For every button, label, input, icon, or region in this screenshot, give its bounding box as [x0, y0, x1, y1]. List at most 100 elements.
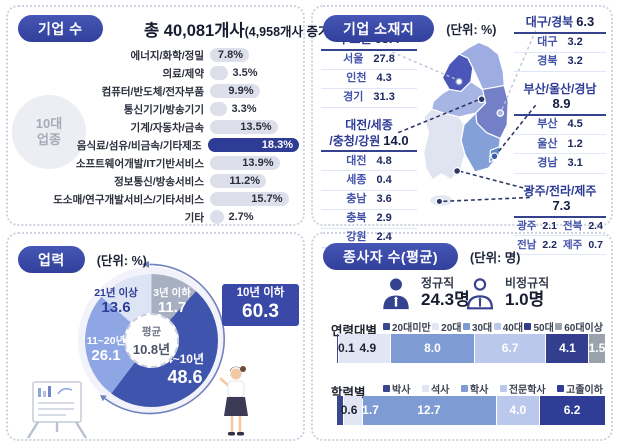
region-row: 충북 2.9	[321, 210, 417, 229]
industry-label: 도소매/연구개발서비스/기타서비스	[53, 193, 204, 206]
legend-item: 30대	[462, 319, 492, 334]
legend-item: 50대	[524, 319, 554, 334]
industry-value: 11.2%	[229, 175, 260, 187]
regular-value: 24.3명	[421, 290, 470, 310]
circle-line-2: 업종	[37, 132, 61, 147]
industry-row: 소프트웨어개발/IT기반서비스 13.9%	[14, 154, 299, 172]
leader-line-gwangju	[458, 170, 530, 191]
company-total-title: 총 40,081개사(4,958개사 증가)	[144, 17, 334, 41]
region-group: 대구/경북 6.3 대구 3.2 경북 3.2	[514, 14, 606, 72]
stat-regular-workers: 정규직 24.3명	[379, 276, 470, 311]
map-dot-gwangju	[453, 167, 462, 175]
person-filled-icon	[383, 278, 409, 310]
legend-item: 고졸이하	[557, 381, 603, 396]
industry-value: 13.5%	[240, 121, 272, 133]
industry-row: 기계/자동차/금속 13.5%	[14, 118, 299, 136]
industry-value: 7.8%	[217, 49, 243, 61]
industry-value: 15.7%	[251, 193, 283, 205]
regular-label: 정규직	[421, 276, 455, 290]
region-group-header: 부산/울산/경남 8.9	[514, 82, 606, 116]
pie-center-average: 평균 10.8년	[124, 313, 179, 368]
presenter-illustration	[219, 366, 248, 436]
industry-label: 컴퓨터/반도체/전자부품	[101, 85, 204, 98]
nonregular-label: 비정규직	[505, 276, 550, 290]
region-group: 대전/세종/충청/강원 14.0 대전 4.8 세종 0.4 충남 3.6 충북 2.9 강원 2.4	[321, 118, 417, 249]
industry-value: 9.9%	[228, 85, 254, 97]
map-region-gangwon	[458, 41, 505, 91]
industry-label: 정보통신/방송서비스	[114, 175, 204, 188]
industry-row: 의료/제약 3.5%	[14, 64, 299, 82]
age-unit: (단위: %)	[96, 254, 147, 268]
legend-swatch	[462, 323, 470, 330]
nonregular-value: 1.0명	[505, 290, 545, 310]
industry-row: 에너지/화학/정밀 7.8%	[14, 46, 299, 64]
legend-swatch	[383, 323, 390, 330]
industry-bar: 7.8%	[210, 48, 249, 62]
industry-label: 에너지/화학/정밀	[130, 49, 204, 62]
legend-swatch	[383, 385, 390, 392]
map-region-jeolla	[423, 108, 466, 181]
industry-label: 의료/제약	[162, 67, 204, 80]
map-dot-daegu	[496, 109, 505, 117]
map-dot-chungcheong	[477, 95, 486, 104]
industry-bar	[210, 102, 227, 116]
industry-row: 정보통신/방송서비스 11.2%	[14, 172, 299, 190]
legend-item: 20대미만	[383, 319, 431, 334]
region-row: 부산 4.5	[514, 116, 606, 136]
leader-line-chungcheong	[397, 98, 480, 134]
legend-swatch	[493, 323, 501, 330]
leader-line-jeju	[441, 196, 530, 203]
company-count-badge: 기업 수	[18, 15, 103, 42]
industry-row: 통신기기/방송기기 3.3%	[14, 100, 299, 118]
industry-row: 기타 2.7%	[14, 208, 299, 226]
bar-segment	[545, 334, 589, 363]
pie-label-over21: 21년 이상 13.6	[94, 287, 138, 317]
industry-value: 13.9%	[242, 157, 274, 169]
location-badge: 기업 소재지	[323, 15, 435, 42]
panel-company-count: 기업 수 총 40,081개사(4,958개사 증가) 10대 업종 에너지/화…	[6, 5, 334, 226]
region-group: 광주/전라/제주 7.3 광주 2.1 전북 2.4 전남 2.2 제주 0.7	[514, 184, 606, 255]
company-total-value: 총 40,081개사	[144, 22, 245, 40]
industry-row: 컴퓨터/반도체/전자부품 9.9%	[14, 82, 299, 100]
bar-segment	[540, 396, 606, 425]
region-row: 경북 3.2	[514, 53, 606, 72]
industry-value: 3.3%	[231, 103, 257, 115]
region-row: 대구 3.2	[514, 34, 606, 53]
region-group-header: 광주/전라/제주 7.3	[514, 184, 606, 218]
legend-swatch	[460, 385, 468, 392]
location-right-column: 대구/경북 6.3 대구 3.2 경북 3.2 부산/울산/경남 8.9 부산 4.5 울산 1.2 경…	[514, 14, 606, 265]
region-group-header: 대구/경북 6.3	[514, 14, 606, 34]
legend-item: 40대	[493, 319, 523, 334]
korea-map	[392, 30, 537, 207]
legend-swatch	[499, 385, 507, 392]
bar-segment	[497, 396, 540, 425]
workers-unit: (단위: 명)	[470, 251, 521, 265]
bar-segment	[339, 334, 390, 363]
top10-industries-circle: 10대 업종	[12, 95, 86, 169]
age-badge: 업력	[18, 246, 85, 273]
industry-bar-highlight: 18.3%	[207, 138, 299, 152]
bar-segment	[337, 396, 344, 425]
region-row: 충남 3.6	[321, 191, 417, 210]
industry-value: 18.3%	[261, 139, 293, 151]
legend-item: 학사	[460, 381, 488, 396]
legend-swatch	[432, 323, 440, 330]
education-stacked-bar	[337, 396, 606, 425]
region-row: 인천 4.3	[321, 70, 417, 89]
age-stacked-bar	[337, 334, 605, 363]
bar-segment	[475, 334, 545, 363]
industry-bar	[210, 66, 228, 80]
industry-bar: 13.9%	[210, 156, 280, 170]
education-legend: 박사 석사 학사 전문학사 고졸이하	[383, 381, 603, 396]
company-total-increase: (4,958개사 증가)	[244, 25, 334, 39]
legend-swatch	[555, 323, 563, 330]
region-group: 부산/울산/경남 8.9 부산 4.5 울산 1.2 경남 3.1	[514, 82, 606, 174]
industry-row: 음식료/섬유/비금속/기타제조 18.3%	[14, 136, 299, 154]
stat-nonregular-workers: 비정규직 1.0명	[463, 276, 549, 311]
industry-value: 2.7%	[228, 211, 254, 223]
leader-line-busan	[495, 104, 537, 155]
